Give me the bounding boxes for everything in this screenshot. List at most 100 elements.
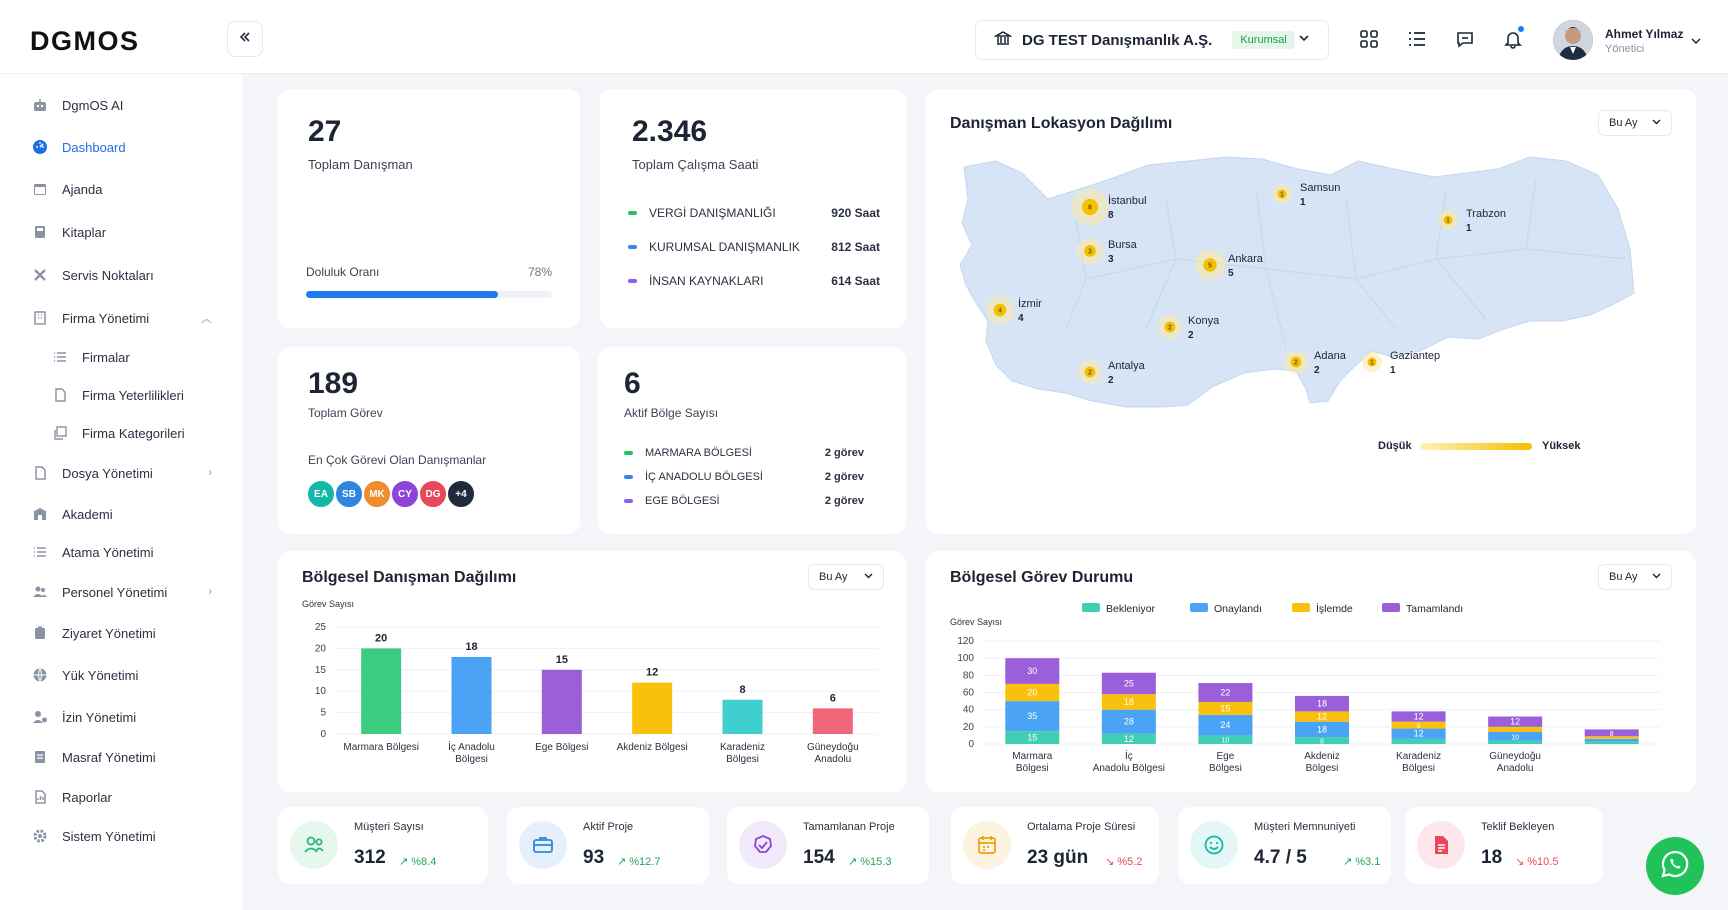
stacked-bar-segment[interactable] xyxy=(1005,701,1060,732)
stacked-bar-segment[interactable] xyxy=(1391,728,1446,739)
bar[interactable] xyxy=(632,682,673,734)
stacked-bar-segment[interactable] xyxy=(1584,741,1639,744)
sidebar-item-firma-yonetimi[interactable]: Firma Yönetimi ︿ xyxy=(32,310,212,326)
city-marker[interactable] xyxy=(1081,198,1099,216)
stat-card[interactable]: Müşteri Sayısı 312 ↗ %8.4 xyxy=(278,807,488,884)
stacked-bar-segment[interactable] xyxy=(1101,672,1156,695)
chart-period-dropdown[interactable]: Bu Ay xyxy=(1598,564,1672,590)
city-marker[interactable] xyxy=(1164,321,1176,333)
sidebar-item-raporlar[interactable]: Raporlar xyxy=(32,789,212,805)
stacked-bar-segment[interactable] xyxy=(1005,658,1060,684)
consultant-avatar[interactable]: +4 xyxy=(446,479,476,509)
stacked-bar-segment[interactable] xyxy=(1584,736,1639,739)
user-name[interactable]: Ahmet Yılmaz xyxy=(1605,27,1684,41)
stacked-bar-segment[interactable] xyxy=(1488,740,1543,744)
sidebar-item-firma-yeterlilikleri[interactable]: Firma Yeterlilikleri xyxy=(52,387,232,403)
city-marker[interactable] xyxy=(1290,356,1302,368)
stacked-bar-segment[interactable] xyxy=(1488,726,1543,732)
stat-card[interactable]: Tamamlanan Proje 154 ↗ %15.3 xyxy=(727,807,929,884)
stacked-bar-segment[interactable] xyxy=(1198,714,1253,736)
consultant-avatar[interactable]: SB xyxy=(334,479,364,509)
whatsapp-button[interactable] xyxy=(1646,837,1704,895)
city-count: 8 xyxy=(1108,210,1114,221)
city-marker[interactable] xyxy=(1277,189,1287,199)
sidebar-item-ziyaret-yonetimi[interactable]: Ziyaret Yönetimi xyxy=(32,625,212,641)
company-selector[interactable]: DG TEST Danışmanlık A.Ş. Kurumsal xyxy=(975,20,1329,60)
stacked-bar-segment[interactable] xyxy=(1488,716,1543,727)
chevron-down-icon xyxy=(1298,31,1310,49)
sidebar-item-dosya-yonetimi[interactable]: Dosya Yönetimi › xyxy=(32,465,212,481)
stacked-bar-segment[interactable] xyxy=(1198,701,1253,715)
turkey-map[interactable]: 8 İstanbul 8 1 Samsun 1 1 Trabzon 1 3 Bursa 3 5 Ankar… xyxy=(926,89,1696,534)
consultant-avatar[interactable]: CY xyxy=(390,479,420,509)
consultant-avatar[interactable]: MK xyxy=(362,479,392,509)
stacked-bar-segment[interactable] xyxy=(1584,738,1639,742)
stacked-bar-segment[interactable] xyxy=(1488,731,1543,741)
sidebar-item-atama-yonetimi[interactable]: Atama Yönetimi xyxy=(32,544,212,560)
stat-card[interactable]: Müşteri Memnuniyeti 4.7 / 5 ↗ %3.1 xyxy=(1178,807,1391,884)
stacked-bar-segment[interactable] xyxy=(1101,709,1156,734)
city-markers: 8 İstanbul 8 1 Samsun 1 1 Trabzon 1 3 Bursa 3 5 Ankar… xyxy=(986,182,1506,386)
stacked-bar-segment[interactable] xyxy=(1101,694,1156,710)
bar[interactable] xyxy=(541,669,582,734)
city-marker[interactable] xyxy=(1084,366,1096,378)
stacked-bar-segment[interactable] xyxy=(1005,683,1060,702)
notification-bell-icon[interactable] xyxy=(1501,25,1525,51)
user-avatar[interactable] xyxy=(1553,20,1593,60)
sidebar-item-akademi[interactable]: Akademi xyxy=(32,506,212,522)
users-icon xyxy=(290,821,338,869)
sidebar-item-kitaplar[interactable]: Kitaplar xyxy=(32,224,212,240)
consultant-avatar[interactable]: EA xyxy=(306,479,336,509)
bar[interactable] xyxy=(451,656,492,734)
bar[interactable] xyxy=(812,708,853,734)
trend-up: ↗ %8.4 xyxy=(399,855,436,868)
chat-icon[interactable] xyxy=(1453,27,1477,51)
sidebar-item-ajanda[interactable]: Ajanda xyxy=(32,181,212,197)
chevron-down-icon[interactable] xyxy=(1690,34,1702,52)
city-marker[interactable] xyxy=(1203,258,1217,272)
map-period-dropdown[interactable]: Bu Ay xyxy=(1598,110,1672,136)
consultant-avatar[interactable]: DG xyxy=(418,479,448,509)
chart-period-dropdown[interactable]: Bu Ay xyxy=(808,564,884,590)
bar[interactable] xyxy=(361,648,402,734)
stacked-bar-segment[interactable] xyxy=(1005,731,1060,744)
stacked-bar-segment[interactable] xyxy=(1584,729,1639,737)
stacked-bar-segment[interactable] xyxy=(1198,735,1253,744)
stacked-bar-segment[interactable] xyxy=(1295,711,1349,722)
stat-card[interactable]: Ortalama Proje Süresi 23 gün ↘ %5.2 xyxy=(951,807,1159,884)
list-icon[interactable] xyxy=(1405,27,1429,51)
app-logo[interactable]: DGMOS xyxy=(30,26,140,56)
stat-card[interactable]: Aktif Proje 93 ↗ %12.7 xyxy=(507,807,709,884)
bar[interactable] xyxy=(722,699,763,734)
stacked-bar-segment[interactable] xyxy=(1391,738,1446,744)
city-marker[interactable] xyxy=(1367,357,1377,367)
sidebar-item-sistem-yonetimi[interactable]: Sistem Yönetimi xyxy=(32,828,212,844)
apps-grid-icon[interactable] xyxy=(1357,27,1381,51)
stacked-bar-segment[interactable] xyxy=(1295,721,1349,738)
sidebar-item-dashboard[interactable]: Dashboard xyxy=(32,139,212,155)
stacked-bar-segment[interactable] xyxy=(1391,721,1446,729)
sidebar-item-firma-kategorileri[interactable]: Firma Kategorileri xyxy=(52,425,232,441)
sidebar-item-masraf-yonetimi[interactable]: Masraf Yönetimi xyxy=(32,749,212,765)
sidebar-item-label: DgmOS AI xyxy=(62,97,124,113)
stat-card[interactable]: Teklif Bekleyen 18 ↘ %10.5 xyxy=(1405,807,1603,884)
stacked-bar-segment[interactable] xyxy=(1101,733,1156,744)
hours-row-value: 614 Saat xyxy=(831,274,880,288)
stacked-bar-segment[interactable] xyxy=(1198,683,1253,702)
city-marker[interactable] xyxy=(1084,245,1096,257)
sidebar-item-yuk-yonetimi[interactable]: Yük Yönetimi xyxy=(32,667,212,683)
sidebar-item-personel-yonetimi[interactable]: Personel Yönetimi › xyxy=(32,584,212,600)
sidebar-item-izin-yonetimi[interactable]: İzin Yönetimi xyxy=(32,709,212,725)
legend-label: Tamamlandı xyxy=(1406,603,1463,615)
city-marker[interactable] xyxy=(1443,215,1453,225)
city-marker[interactable] xyxy=(993,303,1007,317)
stacked-bar-chart[interactable]: Bekleniyor Onaylandı İşlemde Tamamlandı 0 20 4… xyxy=(926,551,1696,792)
stacked-bar-segment[interactable] xyxy=(1295,695,1349,712)
bar-chart[interactable]: 0 5 10 15 20 25 20 Marmara Bölgesi 18 İç Anadolu B… xyxy=(278,551,906,792)
sidebar-item-firmalar[interactable]: Firmalar xyxy=(52,349,232,365)
stacked-bar-segment[interactable] xyxy=(1295,737,1349,744)
sidebar-item-servis-noktalari[interactable]: Servis Noktaları xyxy=(32,267,212,283)
collapse-sidebar-button[interactable] xyxy=(227,21,263,57)
stacked-bar-segment[interactable] xyxy=(1391,711,1446,722)
sidebar-item-dgmos-ai[interactable]: DgmOS AI xyxy=(32,97,212,113)
